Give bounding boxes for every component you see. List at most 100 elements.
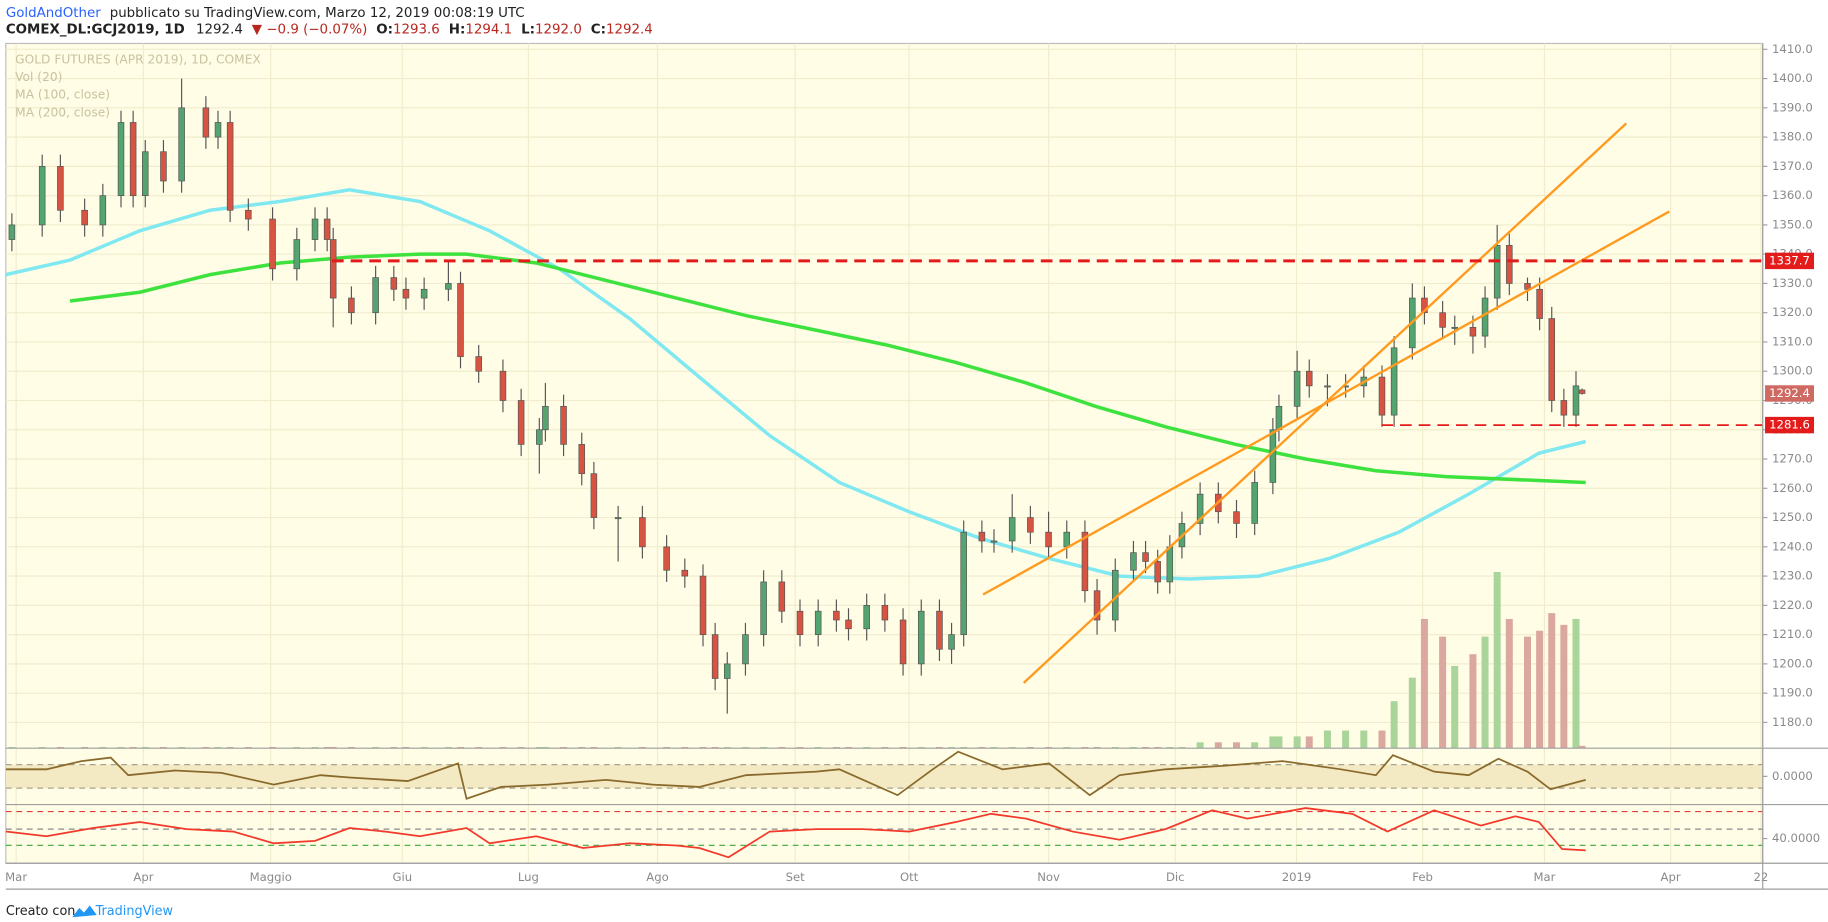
candle-body bbox=[699, 575, 707, 635]
candle-body bbox=[814, 610, 822, 635]
indicator-line bbox=[5, 750, 1586, 800]
volume-bar bbox=[1233, 742, 1240, 749]
candle-body bbox=[372, 277, 379, 314]
candle-body bbox=[663, 546, 670, 571]
volume-bar bbox=[1251, 742, 1259, 749]
candle-body bbox=[1378, 376, 1386, 416]
moving-average bbox=[69, 252, 1586, 485]
candle-body bbox=[117, 122, 125, 196]
volume-bar bbox=[1451, 665, 1459, 749]
candle-body bbox=[960, 531, 967, 635]
candle-body bbox=[1421, 297, 1428, 314]
x-tick-label: Dic bbox=[1166, 870, 1185, 884]
candle-body bbox=[936, 610, 943, 650]
legend-ma: MA (200, close) bbox=[15, 105, 110, 119]
candle-body bbox=[323, 218, 331, 240]
volume-bar bbox=[1505, 618, 1513, 749]
candle-body bbox=[160, 151, 167, 182]
candle-body bbox=[420, 288, 428, 299]
y-tick-label: 1210.0 bbox=[1772, 627, 1813, 641]
candle-body bbox=[1469, 326, 1477, 337]
change: ▼ −0.9 (−0.07%) bbox=[252, 22, 368, 37]
candle-body bbox=[226, 122, 234, 211]
volume-bar bbox=[1523, 636, 1531, 749]
candle-body bbox=[245, 209, 252, 220]
volume-bar bbox=[1439, 636, 1447, 749]
footer-brand[interactable]: TradingView bbox=[95, 904, 173, 919]
volume-bar bbox=[1378, 730, 1386, 749]
x-tick-label: Set bbox=[786, 870, 806, 884]
price-label-box bbox=[1765, 385, 1815, 402]
x-tick-label: Maggio bbox=[250, 870, 292, 884]
close-value: 1292.4 bbox=[606, 22, 653, 37]
price-label-box bbox=[1765, 252, 1815, 270]
candle-body bbox=[833, 610, 840, 621]
y-tick-label: 1220.0 bbox=[1772, 598, 1813, 612]
candle-body bbox=[1081, 531, 1089, 592]
candle-body bbox=[1324, 385, 1331, 388]
footer-text: Creato con bbox=[6, 904, 76, 919]
y-tick-label: 1400.0 bbox=[1772, 71, 1813, 85]
candle-body bbox=[402, 288, 410, 299]
candle-body bbox=[1045, 531, 1052, 548]
tradingview-logo[interactable] bbox=[72, 905, 97, 918]
volume-bar bbox=[1323, 730, 1331, 749]
candle-body bbox=[899, 619, 907, 665]
candle-body bbox=[778, 581, 786, 612]
low-value: 1292.0 bbox=[535, 22, 582, 37]
volume-bar bbox=[1481, 636, 1489, 749]
y-tick-label: 1320.0 bbox=[1772, 305, 1813, 319]
volume-bar bbox=[1493, 571, 1501, 749]
candle-body bbox=[1275, 405, 1283, 431]
symbol: COMEX_DL:GCJ2019, 1D bbox=[6, 22, 185, 37]
candle-body bbox=[1548, 318, 1556, 401]
volume-bar bbox=[1293, 736, 1301, 749]
candle-body bbox=[590, 473, 598, 518]
candle-body bbox=[1233, 511, 1240, 524]
open-value: 1293.6 bbox=[393, 22, 440, 37]
candle-body bbox=[578, 444, 586, 475]
candle-body bbox=[990, 540, 998, 543]
candle-body bbox=[1481, 297, 1489, 337]
y-tick-label: 1330.0 bbox=[1772, 276, 1813, 290]
volume-bar bbox=[1360, 730, 1368, 749]
volume-bar bbox=[1408, 677, 1416, 749]
candle-body bbox=[1269, 429, 1277, 483]
candle-body bbox=[1390, 347, 1398, 416]
candle-body bbox=[1251, 482, 1258, 524]
candle-body bbox=[560, 405, 567, 445]
candle-body bbox=[711, 634, 719, 679]
candle-body bbox=[1536, 288, 1543, 319]
candle-body bbox=[348, 297, 355, 314]
candle-body bbox=[390, 277, 398, 290]
y-tick-label: 1300.0 bbox=[1772, 364, 1813, 378]
volume-bar bbox=[1548, 613, 1556, 749]
indicator-band bbox=[5, 764, 1763, 789]
moving-average bbox=[5, 188, 1587, 581]
y-tick-label: 40.0000 bbox=[1772, 831, 1820, 845]
y-tick-label: 1350.0 bbox=[1772, 217, 1813, 231]
volume-bar bbox=[1469, 654, 1477, 749]
candle-body bbox=[1027, 517, 1034, 533]
y-tick-label: 1250.0 bbox=[1772, 510, 1813, 524]
legend-title: GOLD FUTURES (APR 2019), 1D, COMEX bbox=[15, 52, 261, 66]
candle-body bbox=[445, 283, 452, 290]
volume-bar bbox=[1578, 745, 1586, 749]
header-line-2: COMEX_DL:GCJ2019, 1D 1292.4 ▼ −0.9 (−0.0… bbox=[6, 22, 653, 37]
candle-body bbox=[517, 400, 525, 445]
close-label: C: bbox=[591, 22, 606, 37]
candle-body bbox=[681, 569, 689, 577]
candle-body bbox=[38, 166, 46, 226]
candle-body bbox=[948, 634, 955, 650]
author[interactable]: GoldAndOther bbox=[6, 6, 101, 21]
y-tick-label: 1260.0 bbox=[1772, 481, 1813, 495]
candle-body bbox=[1439, 312, 1446, 328]
candle-body bbox=[863, 605, 870, 630]
y-tick-label: 1370.0 bbox=[1772, 159, 1813, 173]
x-tick-label: Lug bbox=[518, 870, 539, 884]
last-price: 1292.4 bbox=[196, 22, 243, 37]
high-value: 1294.1 bbox=[465, 22, 512, 37]
candle-body bbox=[1305, 370, 1313, 387]
x-tick-label: 22 bbox=[1753, 870, 1768, 884]
